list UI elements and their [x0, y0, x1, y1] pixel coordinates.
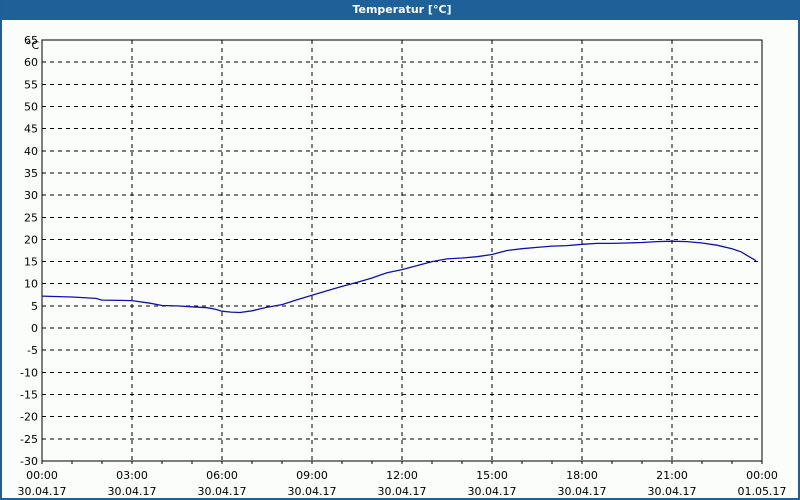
x-tick-date-label: 01.05.17 [738, 485, 787, 498]
y-tick-label: -25 [20, 433, 38, 446]
y-tick-label: 65 [24, 34, 38, 47]
y-tick-label: 60 [24, 56, 38, 69]
x-tick-date-label: 30.04.17 [648, 485, 697, 498]
y-tick-label: 55 [24, 78, 38, 91]
x-tick-time-label: 09:00 [296, 469, 328, 482]
y-tick-label: 40 [24, 145, 38, 158]
y-tick-label: 25 [24, 211, 38, 224]
y-tick-label: -15 [20, 389, 38, 402]
x-tick-time-label: 00:00 [746, 469, 778, 482]
chart-title: Temperatur [°C] [2, 0, 800, 20]
x-tick-time-label: 00:00 [26, 469, 58, 482]
y-tick-label: 15 [24, 256, 38, 269]
x-tick-date-label: 30.04.17 [198, 485, 247, 498]
x-tick-date-label: 30.04.17 [18, 485, 67, 498]
y-tick-label: -10 [20, 366, 38, 379]
x-tick-time-label: 03:00 [116, 469, 148, 482]
y-tick-label: 45 [24, 123, 38, 136]
x-tick-time-label: 15:00 [476, 469, 508, 482]
y-tick-label: -30 [20, 455, 38, 468]
x-tick-time-label: 21:00 [656, 469, 688, 482]
x-tick-date-label: 30.04.17 [558, 485, 607, 498]
y-tick-label: -5 [27, 344, 38, 357]
plot-frame [41, 39, 763, 462]
y-tick-label: 35 [24, 167, 38, 180]
x-tick-date-label: 30.04.17 [468, 485, 517, 498]
y-tick-label: 50 [24, 100, 38, 113]
y-tick-label: 30 [24, 189, 38, 202]
x-tick-time-label: 18:00 [566, 469, 598, 482]
x-tick-date-label: 30.04.17 [288, 485, 337, 498]
x-tick-date-label: 30.04.17 [378, 485, 427, 498]
y-tick-label: 10 [24, 278, 38, 291]
y-tick-label: -20 [20, 411, 38, 424]
y-tick-label: 0 [31, 322, 38, 335]
y-tick-label: 20 [24, 233, 38, 246]
x-tick-time-label: 12:00 [386, 469, 418, 482]
y-tick-label: 5 [31, 300, 38, 313]
x-tick-date-label: 30.04.17 [108, 485, 157, 498]
temperature-line [41, 240, 757, 314]
x-tick-time-label: 06:00 [206, 469, 238, 482]
y-axis-unit-label: °C [26, 39, 40, 52]
